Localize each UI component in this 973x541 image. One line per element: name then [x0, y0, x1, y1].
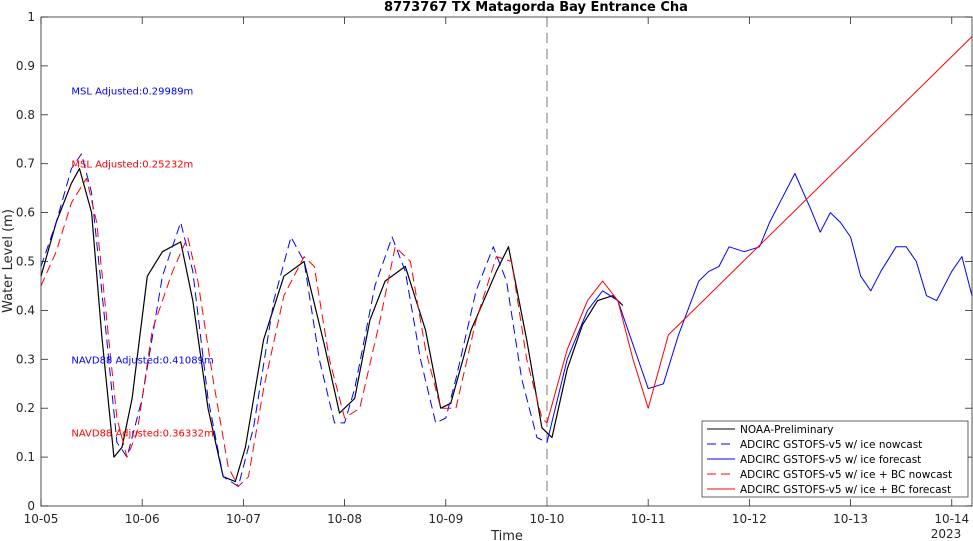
x-tick-label: 10-11: [631, 512, 666, 526]
y-tick-label: 0.1: [16, 450, 35, 464]
chart-title: 8773767 TX Matagorda Bay Entrance Cha: [384, 0, 688, 15]
x-tick-label: 10-14: [934, 512, 969, 526]
plot-frame: [40, 16, 973, 507]
y-tick-label: 0.7: [16, 157, 35, 171]
x-tick-label: 10-07: [226, 512, 261, 526]
legend-entry-0: NOAA-Preliminary: [740, 424, 833, 436]
legend-entry-1: ADCIRC GSTOFS-v5 w/ ice nowcast: [740, 439, 922, 451]
x-tick-label: 10-12: [732, 512, 767, 526]
series-line-4: [546, 36, 973, 424]
adjustment-annotations: MSL Adjusted:0.29989m MSL Adjusted:0.2523…: [71, 86, 213, 439]
x-tick-label: 10-08: [327, 512, 362, 526]
series-line-1: [40, 153, 548, 487]
y-tick-label: 0.3: [16, 352, 35, 366]
y-tick-label: 1: [27, 10, 35, 24]
x-tick-label: 10-10: [530, 512, 565, 526]
y-tick-labels: 0 0.1 0.2 0.3 0.4 0.5 0.6 0.7 0.8 0.9 1: [16, 10, 35, 513]
y-tick-label: 0.6: [16, 206, 35, 220]
series-line-0: [40, 168, 624, 483]
legend-entry-4: ADCIRC GSTOFS-v5 w/ ice + BC forecast: [740, 484, 951, 496]
y-tick-label: 0.2: [16, 401, 35, 415]
annotation-label: MSL Adjusted:0.29989m: [71, 86, 193, 97]
legend-entry-2: ADCIRC GSTOFS-v5 w/ ice forecast: [740, 454, 921, 466]
y-tick-label: 0.4: [16, 303, 35, 317]
annotation-label: NAVD88 Adjusted:0.36332m: [71, 429, 213, 440]
y-axis-label: Water Level (m): [1, 209, 16, 313]
x-tick-label: 10-06: [125, 512, 160, 526]
x-tick-label: 10-05: [24, 512, 59, 526]
x-tick-labels: 10-05 10-06 10-07 10-08 10-09 10-10 10-11 10-12…: [24, 512, 970, 526]
annotation-label: NAVD88 Adjusted:0.41089m: [71, 355, 213, 366]
y-tick-label: 0.8: [16, 108, 35, 122]
x-axis-label: Time: [490, 529, 523, 541]
x-tick-label: 10-13: [833, 512, 868, 526]
y-tick-label: 0.9: [16, 59, 35, 73]
series-line-3: [40, 177, 548, 487]
x-tick-label: 10-09: [428, 512, 463, 526]
series-line-2: [546, 173, 973, 443]
legend-box: [701, 420, 969, 498]
annotation-label: MSL Adjusted:0.25232m: [71, 160, 193, 171]
year-label: 2023: [931, 527, 962, 541]
y-tick-label: 0.5: [16, 255, 35, 269]
y-tick-label: 0: [27, 499, 35, 513]
series-lines: [40, 36, 973, 487]
legend-entry-3: ADCIRC GSTOFS-v5 w/ ice + BC nowcast: [740, 469, 952, 481]
legend: NOAA-Preliminary ADCIRC GSTOFS-v5 w/ ice …: [701, 420, 969, 498]
